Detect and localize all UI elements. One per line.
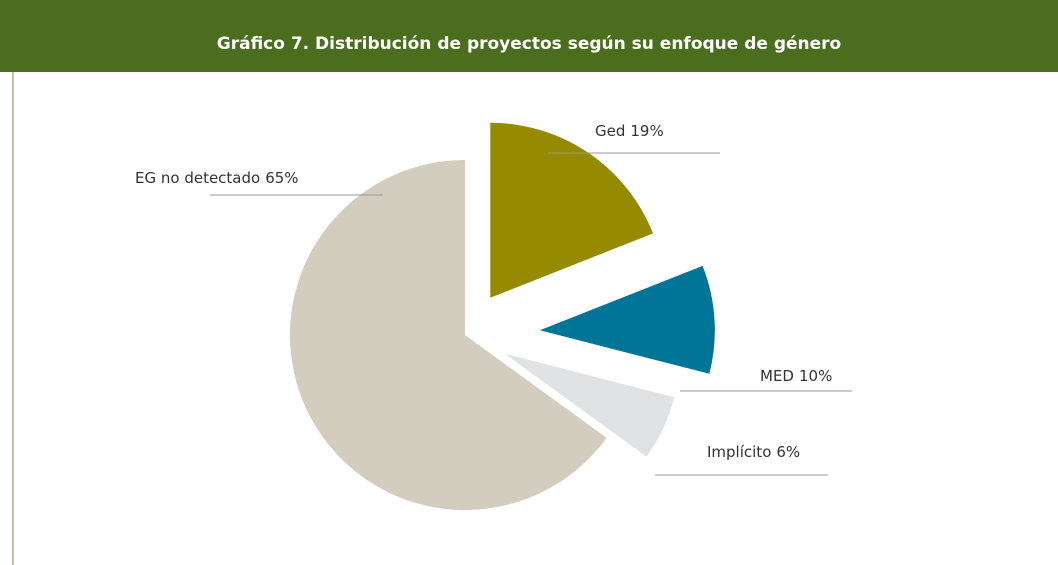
slice-label: Ged 19% bbox=[595, 122, 664, 140]
pie-slice bbox=[490, 122, 654, 298]
slice-label: EG no detectado 65% bbox=[135, 169, 299, 187]
value-label: 6% bbox=[776, 443, 800, 461]
value-label: 19% bbox=[630, 122, 663, 140]
slice-label: Implícito 6% bbox=[707, 443, 800, 461]
value-label: 10% bbox=[799, 367, 832, 385]
pie-slice bbox=[539, 265, 715, 374]
pie-slice bbox=[504, 353, 675, 457]
pie-slice bbox=[290, 160, 607, 510]
category-label: Implícito bbox=[707, 443, 771, 461]
category-label: EG no detectado bbox=[135, 169, 260, 187]
chart-title: Gráfico 7. Distribución de proyectos seg… bbox=[217, 34, 841, 54]
value-label: 65% bbox=[265, 169, 298, 187]
header-bar bbox=[0, 0, 1058, 72]
category-label: Ged bbox=[595, 122, 625, 140]
category-label: MED bbox=[760, 367, 794, 385]
slice-label: MED 10% bbox=[760, 367, 832, 385]
